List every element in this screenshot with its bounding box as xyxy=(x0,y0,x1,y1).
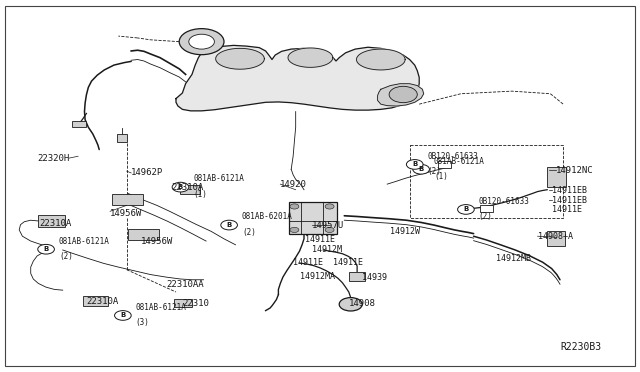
Text: 081AB-6121A: 081AB-6121A xyxy=(434,157,484,166)
Text: 14911E: 14911E xyxy=(552,205,582,214)
Text: 14957U: 14957U xyxy=(312,221,344,230)
Text: B: B xyxy=(463,206,468,212)
Bar xyxy=(289,202,337,234)
Text: 14939: 14939 xyxy=(362,273,387,282)
Bar xyxy=(72,121,86,127)
Circle shape xyxy=(290,227,299,232)
Text: (2): (2) xyxy=(59,252,73,261)
Text: 0B120-61633: 0B120-61633 xyxy=(479,197,529,206)
Text: 14920: 14920 xyxy=(280,180,307,189)
Text: 22310AA: 22310AA xyxy=(166,280,204,289)
Text: 081AB-6121A: 081AB-6121A xyxy=(59,237,109,246)
Text: 14911EB: 14911EB xyxy=(552,186,587,195)
Circle shape xyxy=(179,29,224,55)
Text: 14956W: 14956W xyxy=(110,209,142,218)
Circle shape xyxy=(221,220,237,230)
Text: 22320H: 22320H xyxy=(37,154,69,163)
Bar xyxy=(117,134,127,142)
Circle shape xyxy=(458,205,474,214)
Text: R2230B3: R2230B3 xyxy=(560,342,601,352)
Circle shape xyxy=(406,160,423,169)
Text: 22310: 22310 xyxy=(182,299,209,308)
Bar xyxy=(180,185,200,194)
Polygon shape xyxy=(216,48,264,69)
Text: 14962P: 14962P xyxy=(131,169,163,177)
Circle shape xyxy=(290,204,299,209)
Text: (2): (2) xyxy=(428,167,442,176)
Text: B: B xyxy=(227,222,232,228)
Text: (2): (2) xyxy=(479,212,493,221)
Circle shape xyxy=(325,204,334,209)
Text: 14912MB: 14912MB xyxy=(496,254,531,263)
Bar xyxy=(112,194,143,205)
Polygon shape xyxy=(356,49,405,70)
Text: 14912MA: 14912MA xyxy=(300,272,335,280)
Polygon shape xyxy=(378,84,424,106)
Circle shape xyxy=(115,311,131,320)
Text: B: B xyxy=(178,184,183,190)
Text: 14911E: 14911E xyxy=(305,235,335,244)
Text: 22310A: 22310A xyxy=(40,219,72,228)
Bar xyxy=(547,231,565,246)
Polygon shape xyxy=(288,48,333,67)
Text: (3): (3) xyxy=(136,318,150,327)
Bar xyxy=(174,299,192,307)
Text: 0B120-61633: 0B120-61633 xyxy=(428,152,478,161)
Text: 14911E: 14911E xyxy=(333,258,363,267)
Circle shape xyxy=(172,182,189,192)
Text: 14911E: 14911E xyxy=(293,258,323,267)
Text: (1): (1) xyxy=(193,190,207,199)
Text: 14912W: 14912W xyxy=(390,227,420,236)
Text: 14912NC: 14912NC xyxy=(556,166,593,175)
Text: (1): (1) xyxy=(434,172,448,181)
Text: B: B xyxy=(44,246,49,252)
Text: B: B xyxy=(412,161,417,167)
Bar xyxy=(438,161,451,168)
Text: B: B xyxy=(419,166,424,172)
Circle shape xyxy=(189,34,214,49)
Text: 081AB-6121A: 081AB-6121A xyxy=(136,303,186,312)
Bar xyxy=(480,205,493,212)
Bar xyxy=(128,229,159,240)
Circle shape xyxy=(339,298,362,311)
Text: 14908: 14908 xyxy=(349,299,376,308)
Circle shape xyxy=(389,86,417,103)
Bar xyxy=(547,167,566,187)
Bar xyxy=(38,215,65,227)
Text: 14956W: 14956W xyxy=(141,237,173,246)
Text: 22310A: 22310A xyxy=(86,297,118,306)
Circle shape xyxy=(325,227,334,232)
Text: B: B xyxy=(120,312,125,318)
Text: 081AB-6201A: 081AB-6201A xyxy=(242,212,292,221)
Text: 22310A: 22310A xyxy=(172,183,204,192)
Bar xyxy=(83,296,108,306)
Text: 14912M: 14912M xyxy=(312,246,342,254)
Circle shape xyxy=(413,164,429,174)
Polygon shape xyxy=(176,45,419,111)
Text: (2): (2) xyxy=(242,228,256,237)
Text: 081AB-6121A: 081AB-6121A xyxy=(193,174,244,183)
Text: 14908+A: 14908+A xyxy=(538,232,573,241)
Bar xyxy=(349,272,365,281)
Circle shape xyxy=(38,244,54,254)
Text: 14911EB: 14911EB xyxy=(552,196,587,205)
